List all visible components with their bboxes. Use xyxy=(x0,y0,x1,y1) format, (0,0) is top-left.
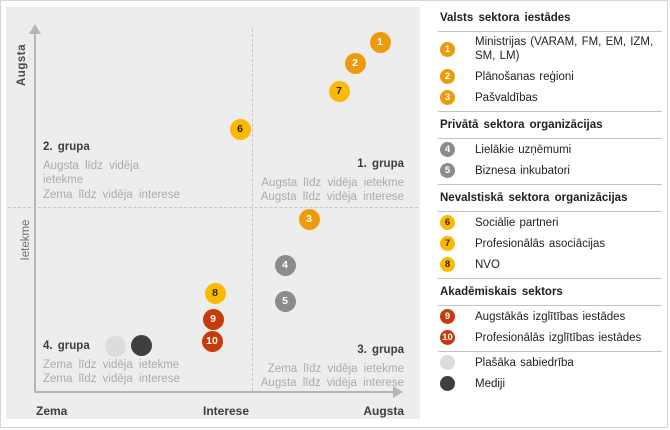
legend-item: 8 NVO xyxy=(438,254,662,275)
point-6: 6 xyxy=(229,118,251,140)
legend-section: Akadēmiskais sektors 9 Augstākās izglītība… xyxy=(438,278,662,351)
legend-section: Plašāka sabiedrība Mediji xyxy=(438,351,662,397)
legend-item: 2 Plānošanas reģioni xyxy=(438,66,662,87)
legend-item: 6 Sociālie partneri xyxy=(438,212,662,233)
point-3: 3 xyxy=(298,208,320,230)
divider xyxy=(438,211,662,212)
point-4: 4 xyxy=(274,254,296,276)
legend-marker-6-icon: 6 xyxy=(440,215,455,230)
quadrant-1-label: 1. grupa Augsta līdz vidēja ietekme Augs… xyxy=(224,157,404,205)
quadrant-3-title: 3. grupa xyxy=(357,344,404,356)
x-axis-right-label: Augsta xyxy=(363,404,404,418)
quadrant-2-label: 2. grupa Augsta līdz vidēja ietekme Zema… xyxy=(43,140,203,202)
legend-section: Valsts sektora iestādes 1 Ministrijas (VAR… xyxy=(438,7,662,111)
point-5: 5 xyxy=(274,290,296,312)
legend-item: 3 Pašvaldības xyxy=(438,87,662,108)
divider xyxy=(438,278,662,279)
point-8: 8 xyxy=(204,282,226,304)
legend-marker-4-icon: 4 xyxy=(440,142,455,157)
legend-section: Privātā sektora organizācijas 4 Lielākie u… xyxy=(438,111,662,184)
legend-section-title: Valsts sektora iestādes xyxy=(440,12,571,24)
vertical-quadrant-divider xyxy=(252,29,253,391)
y-axis-top-label: Augsta xyxy=(16,44,28,86)
legend-section-title: Akadēmiskais sektors xyxy=(440,286,563,298)
legend-label: Ministrijas (VARAM, FM, EM, IZM, SM, LM) xyxy=(475,36,654,62)
legend-label: Mediji xyxy=(475,377,506,390)
point-media xyxy=(130,334,152,356)
quadrant-2-line: ietekme xyxy=(43,174,84,186)
legend-item: Mediji xyxy=(438,373,662,394)
quadrant-4-line: Zema līdz vidēja ietekme xyxy=(43,358,180,371)
point-public xyxy=(104,335,126,357)
divider xyxy=(438,138,662,139)
legend-section-title: Nevalstiskā sektora organizācijas xyxy=(440,192,628,204)
legend-item: 5 Biznesa inkubatori xyxy=(438,160,662,181)
x-axis-arrow-icon xyxy=(393,386,403,398)
legend-section: Nevalstiskā sektora organizācijas 6 Sociāl… xyxy=(438,184,662,278)
x-axis-left-label: Zema xyxy=(36,404,68,418)
legend-label: Plānošanas reģioni xyxy=(475,70,574,83)
legend-label: Sociālie partneri xyxy=(475,216,559,229)
legend-label: Profesionālās asociācijas xyxy=(475,237,606,250)
divider xyxy=(438,184,662,185)
legend-marker-1-icon: 1 xyxy=(440,41,455,57)
legend-marker-3-icon: 3 xyxy=(440,90,455,105)
legend-label: Pašvaldības xyxy=(475,91,538,104)
legend-label: Profesionālās izglītības iestādes xyxy=(475,331,642,344)
legend-item: 10 Profesionālās izglītības iestādes xyxy=(438,327,662,348)
quadrant-3-line: Augsta līdz vidēja interese xyxy=(260,377,404,389)
y-axis-title: Ietekme xyxy=(20,219,32,261)
divider xyxy=(438,111,662,112)
legend-item: 9 Augstākās izglītības iestādes xyxy=(438,306,662,327)
quadrant-2-line: Zema līdz vidēja interese xyxy=(43,188,180,201)
quadrant-1-title: 1. grupa xyxy=(357,158,404,170)
point-1: 1 xyxy=(369,31,391,53)
legend-label: NVO xyxy=(475,258,500,271)
legend-label: Augstākās izglītības iestādes xyxy=(475,310,626,323)
chart-panel: Augsta Ietekme 2. grupa Augsta līdz vidē… xyxy=(6,7,420,419)
quadrant-2-line: Augsta līdz vidēja xyxy=(43,159,140,172)
legend-marker-5-icon: 5 xyxy=(440,163,455,178)
legend-marker-7-icon: 7 xyxy=(440,236,455,251)
legend-marker-9-icon: 9 xyxy=(440,309,455,324)
legend-marker-media-icon xyxy=(440,376,455,391)
point-9: 9 xyxy=(202,308,224,330)
divider xyxy=(438,305,662,306)
legend-marker-10-icon: 10 xyxy=(440,330,455,345)
quadrant-3-label: 3. grupa Zema līdz vidēja ietekme Augsta… xyxy=(224,343,404,391)
legend-marker-8-icon: 8 xyxy=(440,257,455,272)
legend-item: 7 Profesionālās asociācijas xyxy=(438,233,662,254)
legend-section-title: Privātā sektora organizācijas xyxy=(440,119,603,131)
legend-marker-2-icon: 2 xyxy=(440,69,455,84)
horizontal-quadrant-divider xyxy=(8,207,418,208)
legend-item: 1 Ministrijas (VARAM, FM, EM, IZM, SM, LM… xyxy=(438,32,662,66)
point-2: 2 xyxy=(344,52,366,74)
quadrant-4-label: 4. grupa Zema līdz vidēja ietekme Zema l… xyxy=(43,339,213,387)
quadrant-1-line: Augsta līdz vidēja interese xyxy=(260,191,404,203)
point-10: 10 xyxy=(201,330,223,352)
divider xyxy=(438,31,662,32)
divider xyxy=(438,351,662,352)
legend-label: Plašāka sabiedrība xyxy=(475,356,574,369)
point-7: 7 xyxy=(328,80,350,102)
legend-item: 4 Lielākie uzņēmumi xyxy=(438,139,662,160)
legend: Valsts sektora iestādes 1 Ministrijas (VAR… xyxy=(438,7,662,397)
legend-label: Lielākie uzņēmumi xyxy=(475,143,572,156)
quadrant-3-line: Zema līdz vidēja ietekme xyxy=(267,362,404,375)
x-axis-title: Interese xyxy=(202,404,250,418)
y-axis-line xyxy=(34,33,36,392)
legend-marker-public-icon xyxy=(440,355,455,370)
x-axis-line xyxy=(34,391,394,393)
legend-item: Plašāka sabiedrība xyxy=(438,352,662,373)
y-axis-arrow-icon xyxy=(29,24,41,34)
quadrant-2-title: 2. grupa xyxy=(43,141,90,153)
quadrant-4-line: Zema līdz vidēja interese xyxy=(43,373,180,385)
quadrant-4-title: 4. grupa xyxy=(43,340,90,352)
quadrant-1-line: Augsta līdz vidēja ietekme xyxy=(261,176,404,189)
legend-label: Biznesa inkubatori xyxy=(475,164,570,177)
